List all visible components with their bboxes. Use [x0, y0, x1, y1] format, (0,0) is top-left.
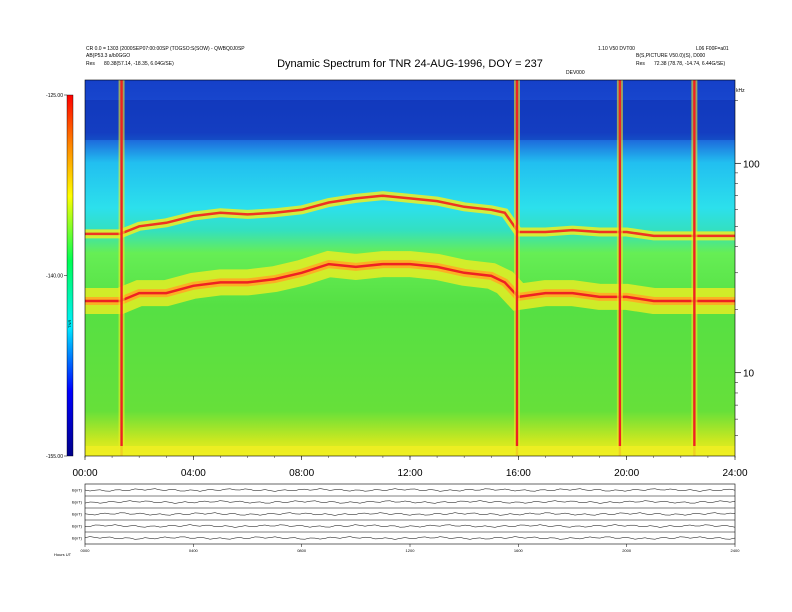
- magnetometer-trace: [84, 536, 736, 540]
- panel-label: B(nT): [72, 536, 83, 541]
- x-tick-label: 00:00: [72, 468, 97, 479]
- magnetometer-trace: [84, 488, 736, 492]
- lower-x-tick-label: 1600: [514, 548, 524, 553]
- x-tick-label: 24:00: [722, 468, 747, 479]
- header-info-mid: 1.10 V50 DVT00: [598, 46, 635, 52]
- lower-x-tick-label: 0400: [189, 548, 199, 553]
- panel-label: B(nT): [72, 488, 83, 493]
- top-axis-unit: DEV000: [566, 70, 585, 76]
- spectrum-axes: 00:00 04:00 08:00 12:00 16:00 20:00 24:00 100 10: [72, 100, 760, 479]
- lower-x-tick-label: 1200: [406, 548, 416, 553]
- lower-x-tick-label: 0800: [297, 548, 307, 553]
- x-tick-label: 20:00: [614, 468, 639, 479]
- colorbar-label: TNR: [67, 320, 72, 328]
- header-info-right-4: 72.38 (78.78, -14.74, 6.44G/SE): [654, 61, 726, 67]
- header-info-left-3: Res: [86, 61, 95, 67]
- lower-x-tick-label: 2400: [731, 548, 741, 553]
- radio-burst: [618, 80, 622, 456]
- panel-label: B(nT): [72, 524, 83, 529]
- spectrum-image: [85, 80, 735, 456]
- x-tick-label: 12:00: [397, 468, 422, 479]
- header-info-left-2: AB(P53.3 a/b0GGO: [86, 53, 131, 59]
- header-info-left-4: 80.38(57.14, -18.35, 6.04G/SE): [104, 61, 174, 67]
- panel-label: B(nT): [72, 500, 83, 505]
- low-frequency-strip: [85, 446, 735, 456]
- colorbar-gradient: [66, 94, 74, 457]
- y-tick-label: 10: [743, 369, 755, 380]
- colorbar: -125.00 -140.00 -155.00 TNR: [46, 93, 74, 460]
- radio-burst: [120, 80, 123, 456]
- lower-footer-label: Hours UT: [54, 552, 72, 557]
- header-info-right-2: B(S,PICTURE V50.0)(S), D000: [636, 53, 706, 59]
- colorbar-tick-label: -155.00: [46, 454, 63, 460]
- spectrum-high-frequency-band: [85, 100, 735, 140]
- header-info-right-1: L06 F00F=a01: [696, 46, 729, 52]
- colorbar-tick-label: -140.00: [46, 274, 63, 280]
- x-tick-label: 04:00: [181, 468, 206, 479]
- radio-burst: [515, 80, 519, 456]
- y-tick-label: 100: [743, 159, 760, 170]
- magnetometer-trace: [84, 500, 736, 504]
- lower-x-tick-label: 0000: [81, 548, 91, 553]
- radio-burst: [693, 80, 696, 456]
- colorbar-tick-label: -125.00: [46, 93, 63, 99]
- header-info-right-3: Res: [636, 61, 645, 67]
- panel-label: B(nT): [72, 512, 83, 517]
- magnetometer-panels: B(nT) B(nT) B(nT) B(nT) B(nT) 0000 0400 0800 120…: [54, 483, 741, 557]
- magnetometer-trace: [84, 512, 736, 516]
- x-tick-label: 08:00: [289, 468, 314, 479]
- x-tick-label: 16:00: [506, 468, 531, 479]
- chart-title: Dynamic Spectrum for TNR 24-AUG-1996, DO…: [277, 58, 543, 70]
- lower-x-tick-label: 2000: [622, 548, 632, 553]
- header-info-left-1: CR 0.0 = 1303 (2000SEP07:00:00SP (TOGSO:…: [86, 46, 245, 52]
- right-unit-label: kHz: [736, 88, 745, 94]
- magnetometer-trace: [85, 524, 736, 528]
